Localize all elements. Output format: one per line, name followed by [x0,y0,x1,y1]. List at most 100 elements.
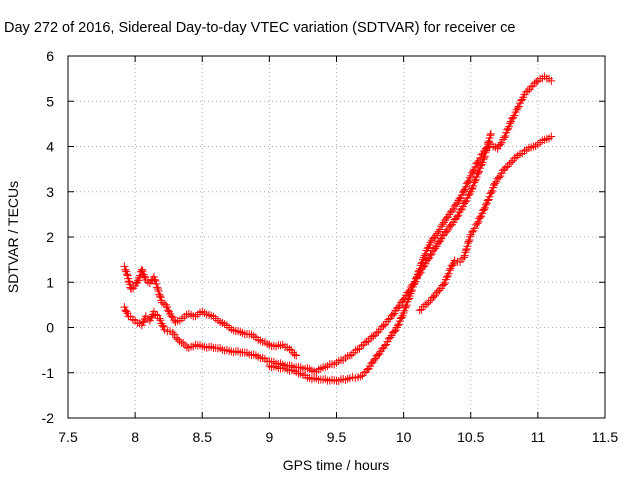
data-point-marker [430,233,439,242]
data-point-marker [531,142,540,151]
data-point-marker [357,341,366,350]
data-point-marker [393,321,402,330]
y-tick-label: 0 [46,320,54,336]
data-point-marker [330,376,339,385]
data-point-marker [138,267,147,276]
data-point-marker [547,76,556,85]
data-point-marker [486,131,495,140]
data-point-marker [196,308,205,317]
series-track-1 [120,262,301,360]
data-point-marker [410,279,419,288]
data-point-marker [487,188,496,197]
data-point-marker [465,173,474,182]
x-tick-label: 10.5 [457,429,484,445]
x-axis-label: GPS time / hours [283,457,390,473]
data-point-marker [152,279,161,288]
data-point-marker [407,287,416,296]
data-point-marker [164,306,173,315]
data-point-marker [369,332,378,341]
data-point-marker [513,104,522,113]
x-tick-label: 11.5 [592,429,618,445]
y-axis-label: SDTVAR / TECUs [5,181,21,293]
x-tick-label: 9.5 [327,429,347,445]
data-point-marker [236,327,245,336]
data-point-marker [505,122,514,131]
data-point-marker [451,200,460,209]
x-tick-label: 8.5 [193,429,213,445]
data-point-marker [156,316,165,325]
data-point-marker [496,140,505,149]
data-point-marker [448,261,457,270]
data-point-marker [162,300,171,309]
data-point-marker [486,129,495,138]
data-point-marker [547,132,556,141]
data-point-marker [463,242,472,251]
data-point-marker [133,278,142,287]
series-track-3 [265,72,556,386]
x-tick-label: 11 [531,429,546,445]
data-point-marker [483,196,492,205]
data-point-marker [466,232,475,241]
data-point-marker [439,280,448,289]
data-point-marker [370,356,379,365]
data-point-marker [334,377,343,386]
data-point-marker [157,298,166,307]
data-point-marker [420,251,429,260]
data-point-marker [438,220,447,229]
data-point-marker [494,173,503,182]
data-point-marker [379,321,388,330]
data-point-marker [480,205,489,214]
chart-title: Day 272 of 2016, Sidereal Day-to-day VTE… [4,20,515,36]
series-track-2 [120,129,495,376]
data-point-marker [216,318,225,327]
data-point-marker [189,342,198,351]
data-point-marker [488,186,497,195]
data-point-marker [460,251,469,260]
data-point-marker [290,350,299,359]
data-point-marker [442,227,451,236]
y-tick-label: 1 [46,274,54,290]
data-point-marker [141,275,150,284]
data-point-marker [272,342,281,351]
data-point-marker [151,310,160,319]
data-point-marker [123,271,132,280]
data-point-marker [285,345,294,354]
data-point-marker [135,273,144,282]
data-point-marker [463,178,472,187]
data-point-marker [412,274,421,283]
data-point-marker [356,372,365,381]
x-tick-label: 7.5 [58,429,78,445]
data-point-marker [429,293,438,302]
data-point-marker [397,313,406,322]
data-point-marker [227,325,236,334]
data-point-marker [125,280,134,289]
data-point-marker [435,286,444,295]
data-point-marker [415,306,424,315]
x-tick-label: 10 [396,429,412,445]
data-point-marker [143,278,152,287]
data-point-marker [460,186,469,195]
data-point-marker [292,351,301,360]
data-point-marker [390,327,399,336]
data-point-marker [222,346,231,355]
data-point-marker [460,253,469,262]
data-point-marker [153,285,162,294]
data-point-marker [421,249,430,258]
data-point-marker [386,333,395,342]
data-series [120,72,556,386]
data-point-marker [512,153,521,162]
data-point-marker [435,225,444,234]
data-point-marker [527,82,536,91]
data-point-marker [238,328,247,337]
data-point-marker [501,163,510,172]
data-point-marker [421,300,430,309]
y-tick-label: 3 [46,184,54,200]
data-point-marker [307,375,316,384]
series-track-4 [415,132,556,315]
data-point-marker [434,227,443,236]
data-point-marker [415,266,424,275]
data-point-marker [122,307,131,316]
data-point-marker [501,131,510,140]
data-point-marker [155,314,164,323]
